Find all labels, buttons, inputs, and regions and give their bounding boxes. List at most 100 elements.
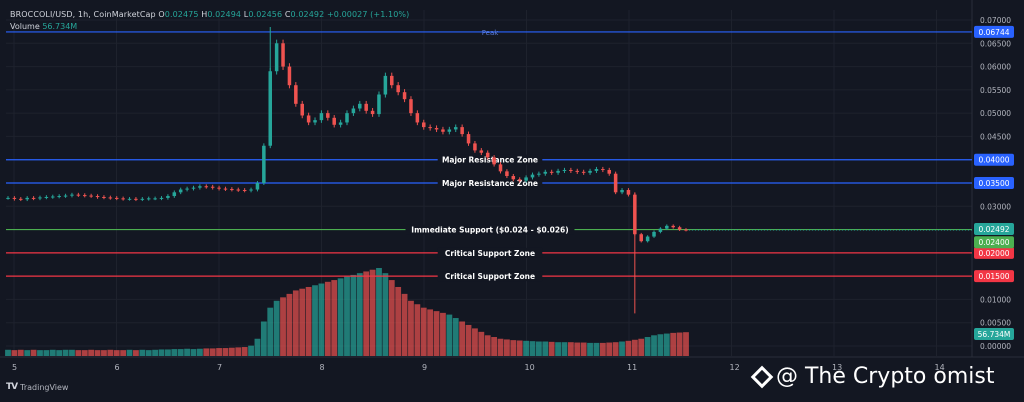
candle-body [172,192,177,197]
volume-label: Volume [10,22,40,31]
candle-body [409,99,413,114]
volume-bar [350,274,357,356]
tradingview-brand[interactable]: TV TradingView [6,382,68,392]
candle-body [479,150,484,153]
candle-body [31,197,36,199]
volume-bar [478,331,485,356]
volume-bar [363,271,370,356]
price-tick-label: 0.01000 [980,295,1011,304]
change-value: +0.00027 (+1.10%) [326,10,410,19]
volume-bar [30,349,37,356]
candle-body [255,183,260,190]
time-tick-label: 6 [115,363,120,372]
volume-bar [337,278,344,356]
candle-body [242,189,247,191]
volume-bar [376,268,382,356]
candle-body [613,173,618,193]
volume-bar [280,297,286,356]
candle-body [671,225,675,228]
time-tick-label: 8 [320,363,325,372]
level-label-bg [437,247,543,258]
candle-body [306,115,311,123]
candles [6,26,688,314]
open-value: 0.02475 [164,10,199,19]
volume-bar [356,273,363,356]
candle-body [153,198,157,200]
candle-body [473,143,477,151]
candle-body [338,122,343,125]
time-tick-label: 12 [730,363,740,372]
candle-body [658,228,663,232]
candle-body [626,189,631,195]
volume-bar [452,318,459,356]
volume-bar [542,341,549,356]
candle-body [665,225,669,229]
volume-bar [184,348,190,356]
volume-bar [43,350,50,356]
candle-body [517,179,522,181]
candle-body [319,113,324,121]
volume-bar [388,280,395,356]
candle-body [466,134,471,144]
candle-body [82,195,87,197]
candle-body [537,173,541,175]
symbol-header: BROCCOLI/USD, 1h, CoinMarketCap O0.02475… [10,10,409,19]
level-label: Critical Support Zone [445,249,535,258]
volume-bar [414,304,421,356]
volume-bar [81,350,88,356]
candle-body [428,127,432,129]
volume-bar [94,350,101,356]
volume-bar [101,350,107,356]
candle-body [505,171,509,177]
candle-body [198,186,202,188]
candle-body [594,169,599,171]
volume-bar [318,283,325,356]
volume-bar [561,342,568,356]
volume-bar [152,349,159,356]
candle-body [581,171,586,173]
volume-bar [62,349,69,356]
candle-body [434,128,439,130]
candle-body [204,186,209,188]
candle-body [575,170,580,172]
candle-body [268,71,273,146]
level-price-badge [974,246,1014,259]
candle-body [178,189,183,193]
high-value: 0.02494 [207,10,242,19]
tradingview-logo-icon: TV [6,382,18,392]
price-badge [974,222,1014,235]
volume-bar [510,340,517,356]
volume-bar [273,300,280,356]
volume-value: 56.734M [42,22,78,31]
volume-bar [24,350,31,356]
volume-bar [241,347,248,356]
candle-body [530,174,535,178]
volume-bar [133,350,139,356]
volume-bar [625,340,632,356]
price-badge-label: 0.02400 [978,238,1009,247]
price-badge-label: 56.734M [978,330,1011,339]
price-tick-label: 0.00000 [980,342,1011,351]
volume-bar [465,324,472,356]
close-value: 0.02492 [290,10,325,19]
price-tick-label: 0.07000 [980,16,1011,25]
candle-body [230,189,234,191]
candle-body [19,198,23,200]
volume-bar [222,348,229,356]
level-label: Immediate Support ($0.024 - $0.026) [411,226,568,235]
level-label-bg [437,271,543,282]
volume-bar [165,349,171,356]
level-price-badge [974,25,1014,38]
price-tick-label: 0.06500 [980,39,1011,48]
candle-body [402,92,407,100]
volume-bar [401,293,408,356]
volume-bar [324,281,331,356]
candle-body [447,129,452,132]
candle-body [313,120,317,123]
candle-body [274,43,279,72]
level-price-badge-label: 0.01500 [978,272,1009,281]
volume-bar [555,342,561,356]
candle-body [639,234,643,242]
candle-body [223,188,228,190]
